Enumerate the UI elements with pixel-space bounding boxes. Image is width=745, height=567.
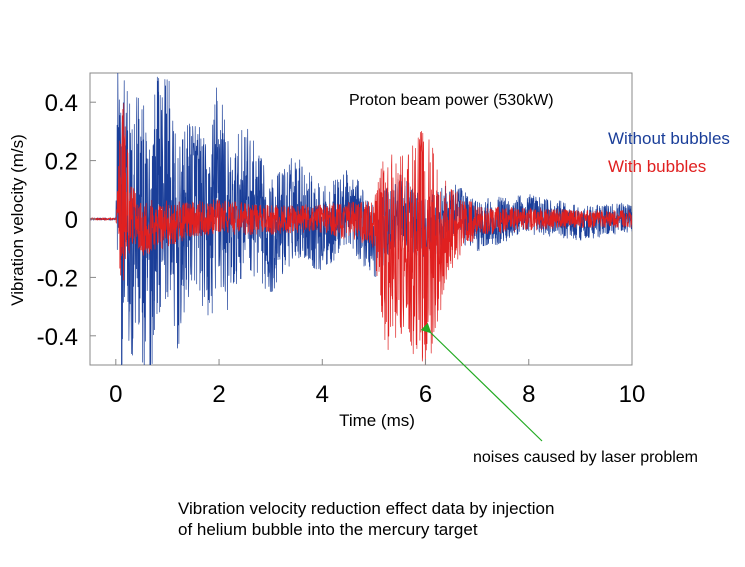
y-tick-label: 0	[65, 207, 78, 234]
caption-line-1: Vibration velocity reduction effect data…	[178, 499, 555, 518]
caption-line-2: of helium bubble into the mercury target	[178, 520, 478, 539]
in-plot-label: Proton beam power (530kW)	[349, 92, 554, 109]
x-tick-label: 6	[419, 381, 432, 408]
y-axis-title: Vibration velocity (m/s)	[8, 134, 27, 306]
ticks-layer: 0 2 4 6 8 10 0.4 0.2 0 -0.2 -0.4	[37, 90, 646, 408]
x-tick-label: 0	[109, 381, 122, 408]
legend-label-without-bubbles: Without bubbles	[608, 129, 730, 148]
x-axis-title: Time (ms)	[339, 411, 415, 430]
y-tick-label: -0.2	[37, 265, 78, 292]
y-tick-label: 0.4	[45, 90, 78, 117]
x-tick-label: 4	[316, 381, 329, 408]
x-tick-label: 10	[619, 381, 646, 408]
y-tick-label: 0.2	[45, 149, 78, 176]
annotation-text: noises caused by laser problem	[473, 449, 698, 466]
series-layer	[90, 73, 632, 365]
x-tick-label: 8	[522, 381, 535, 408]
series-line-with-bubbles	[90, 103, 632, 365]
figure-caption: Vibration velocity reduction effect data…	[178, 498, 718, 540]
annotation-arrow	[420, 322, 543, 442]
legend-label-with-bubbles: With bubbles	[608, 157, 706, 176]
y-tick-label: -0.4	[37, 324, 78, 351]
x-tick-label: 2	[212, 381, 225, 408]
